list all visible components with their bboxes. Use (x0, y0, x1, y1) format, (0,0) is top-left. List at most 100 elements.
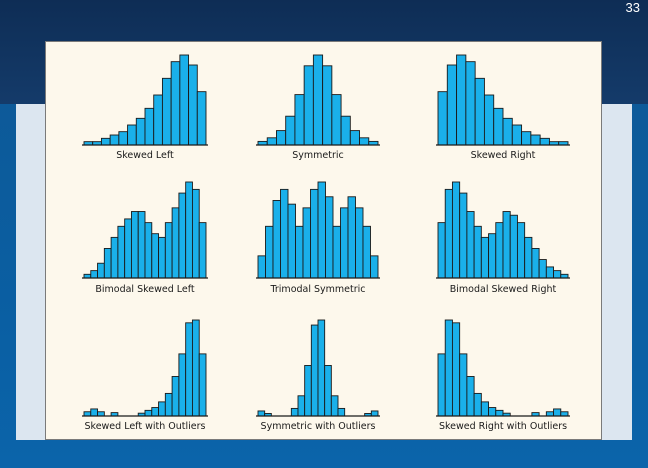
histogram-bar (466, 211, 475, 279)
histogram-caption: Skewed Right (471, 150, 536, 161)
histogram-bar (538, 259, 547, 279)
histogram-bar (266, 137, 277, 146)
histogram-bar (370, 255, 379, 279)
histogram-bar (502, 211, 511, 279)
histogram-bar (97, 262, 105, 279)
histogram-panel: Bimodal Skewed Left (82, 181, 208, 295)
histogram-bar (185, 181, 193, 279)
histogram-bar (297, 395, 306, 417)
histogram-bar (137, 211, 146, 279)
histogram-bar (257, 410, 266, 417)
histogram-bar (437, 353, 446, 417)
histogram-bar (287, 203, 296, 279)
histogram-bar (495, 409, 504, 417)
histogram-bar (530, 134, 541, 146)
histogram-bar (304, 365, 312, 417)
histogram-bar (100, 137, 111, 146)
histogram-bar (480, 236, 489, 279)
histogram-bar (295, 225, 304, 279)
histogram-bar (97, 411, 105, 417)
histogram-caption: Bimodal Skewed Left (95, 284, 195, 295)
histogram-bar (151, 233, 160, 279)
histogram-bar (135, 117, 146, 146)
histogram-panel: Symmetric (256, 54, 380, 161)
histogram-bar (196, 91, 207, 146)
histogram-bar (83, 411, 92, 417)
histogram-bar (545, 411, 554, 417)
histogram-bar (473, 392, 482, 417)
histogram-caption: Skewed Left with Outliers (85, 421, 206, 432)
histogram-bar (164, 222, 173, 279)
histogram-bar (437, 91, 448, 146)
histogram-bar (276, 130, 287, 146)
histogram-bar (362, 225, 371, 279)
histogram-bar (310, 188, 319, 279)
histogram-bar (444, 188, 453, 279)
histogram-bar (312, 54, 324, 146)
histogram-bar (495, 222, 504, 279)
histogram-bar (191, 319, 200, 417)
histogram-bar (285, 115, 296, 146)
histogram-bar (474, 77, 485, 146)
histogram-caption: Symmetric with Outliers (261, 421, 376, 432)
histogram-bar (524, 236, 533, 279)
histogram-bar (560, 411, 569, 417)
histogram-panel: Bimodal Skewed Right (436, 181, 570, 295)
histogram-bar (465, 61, 476, 146)
histogram-bar (483, 94, 495, 146)
histogram-bar (198, 353, 207, 417)
histogram-bar (144, 409, 153, 417)
histogram-bar (322, 65, 333, 146)
histogram-bar (265, 225, 274, 279)
histogram-bar (178, 192, 187, 279)
histogram-bar (539, 137, 550, 146)
histogram-caption: Skewed Right with Outliers (439, 421, 567, 432)
histogram-bar (340, 207, 349, 279)
histogram-bar (488, 407, 497, 417)
histogram-bar (164, 392, 173, 417)
histogram-panel: Skewed Right (436, 54, 570, 161)
histogram-grid-svg: Skewed Left Symmetric Skewed Right Bimodal … (82, 54, 570, 432)
histogram-bar (451, 181, 461, 279)
histogram-bar (161, 77, 172, 146)
histogram-bar (290, 407, 299, 417)
histogram-bar (294, 94, 305, 146)
histogram-panel: Symmetric with Outliers (256, 319, 380, 432)
histogram-bar (332, 225, 341, 279)
histogram-bar (480, 401, 489, 417)
histogram-bar (171, 376, 180, 417)
histogram-bar (502, 117, 513, 146)
histogram-bar (511, 124, 523, 146)
histogram-bar (257, 255, 266, 279)
histogram-bar (198, 222, 207, 279)
histogram-panel: Skewed Right with Outliers (436, 319, 570, 432)
histogram-bar (456, 54, 467, 146)
histogram-bar (90, 270, 99, 279)
histogram-bar (130, 211, 139, 279)
histogram-bar (188, 64, 198, 146)
histogram-bar (324, 365, 332, 417)
histogram-bar (459, 192, 468, 279)
histogram-bar (303, 65, 314, 146)
histogram-bar (110, 236, 119, 279)
histogram-panel: Skewed Left with Outliers (82, 319, 208, 432)
histogram-bar (158, 401, 166, 417)
histogram-bar (516, 222, 526, 279)
histogram-bar (509, 214, 518, 279)
histogram-bar (109, 134, 120, 146)
histogram-panel: Skewed Left (82, 54, 208, 161)
histogram-bar (473, 225, 482, 279)
histogram-bar (272, 200, 281, 279)
histogram-bar (340, 115, 351, 146)
histogram-bar (437, 222, 446, 279)
histogram-bar (330, 395, 339, 417)
histogram-bar (349, 130, 360, 146)
histogram-panel: Trimodal Symmetric (256, 181, 380, 295)
histogram-bar (302, 207, 311, 279)
histogram-bar (553, 270, 562, 279)
histogram-bar (280, 188, 289, 279)
histogram-bar (185, 322, 193, 417)
histogram-bar (325, 196, 334, 279)
histogram-caption: Bimodal Skewed Right (450, 284, 557, 295)
histogram-bar (446, 64, 458, 146)
